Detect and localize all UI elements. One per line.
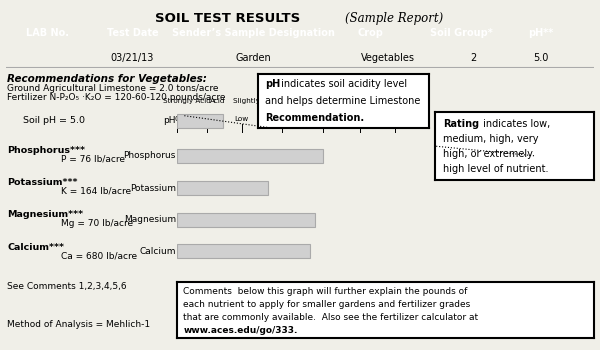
FancyBboxPatch shape xyxy=(177,114,223,128)
Text: Magnesium: Magnesium xyxy=(124,215,176,224)
Text: indicates soil acidity level: indicates soil acidity level xyxy=(278,79,407,89)
Text: Fertilizer N-P₂O₅ ·K₂O = 120-60-120 pounds/acre: Fertilizer N-P₂O₅ ·K₂O = 120-60-120 poun… xyxy=(7,93,226,102)
Text: medium, high, very: medium, high, very xyxy=(443,134,538,144)
Text: Potassium***: Potassium*** xyxy=(7,178,78,187)
Text: Potassium: Potassium xyxy=(130,184,176,193)
Text: Sender’s Sample Designation: Sender’s Sample Designation xyxy=(172,28,334,38)
Text: pH: pH xyxy=(265,79,280,89)
Text: that are commonly available.  Also see the fertilizer calculator at: that are commonly available. Also see th… xyxy=(183,313,478,322)
Text: Phosphorus***: Phosphorus*** xyxy=(7,146,85,155)
Text: (Sample Report): (Sample Report) xyxy=(345,12,443,25)
Text: high, or extremely: high, or extremely xyxy=(443,149,533,159)
Text: 5.0: 5.0 xyxy=(533,53,549,63)
Text: Ground Agricultural Limestone = 2.0 tons/acre: Ground Agricultural Limestone = 2.0 tons… xyxy=(7,84,218,93)
Text: Very High: Very High xyxy=(343,116,377,122)
FancyBboxPatch shape xyxy=(177,244,310,258)
Text: Crop: Crop xyxy=(358,28,383,38)
Text: Calcium: Calcium xyxy=(139,247,176,256)
Text: Test Date: Test Date xyxy=(107,28,158,38)
Text: Neutral: Neutral xyxy=(286,98,313,104)
Text: Recommendation.: Recommendation. xyxy=(265,113,364,123)
Text: Method of Analysis = Mehlich-1: Method of Analysis = Mehlich-1 xyxy=(7,320,151,329)
Text: Medium: Medium xyxy=(267,116,296,122)
Text: Calcium***: Calcium*** xyxy=(7,243,64,252)
Text: Mg = 70 lb/acre: Mg = 70 lb/acre xyxy=(61,219,133,228)
Text: High: High xyxy=(314,116,331,122)
FancyBboxPatch shape xyxy=(177,149,323,163)
Text: 03/21/13: 03/21/13 xyxy=(111,53,154,63)
Text: Phosphorus: Phosphorus xyxy=(124,151,176,160)
FancyBboxPatch shape xyxy=(177,181,268,195)
Text: Magnesium***: Magnesium*** xyxy=(7,210,83,219)
Text: Very Low: Very Low xyxy=(191,116,223,122)
FancyBboxPatch shape xyxy=(177,213,315,227)
Text: Soil pH = 5.0: Soil pH = 5.0 xyxy=(23,116,85,125)
Text: Comments  below this graph will further explain the pounds of: Comments below this graph will further e… xyxy=(183,287,467,296)
Text: Strongly Acid: Strongly Acid xyxy=(163,98,211,104)
Text: Slightly Acid: Slightly Acid xyxy=(233,98,278,104)
Text: Soil Group*: Soil Group* xyxy=(430,28,493,38)
Text: Ex. High: Ex. High xyxy=(380,116,410,122)
Text: Acid: Acid xyxy=(211,98,226,104)
Text: See Comments 1,2,3,4,5,6: See Comments 1,2,3,4,5,6 xyxy=(7,282,127,291)
Text: Rating: Rating xyxy=(443,119,479,129)
Text: P = 76 lb/acre: P = 76 lb/acre xyxy=(61,155,125,164)
Text: 0: 0 xyxy=(175,116,179,122)
Text: www.aces.edu/go/333.: www.aces.edu/go/333. xyxy=(183,326,298,335)
Text: high level of nutrient.: high level of nutrient. xyxy=(443,164,548,174)
Text: 2: 2 xyxy=(470,53,476,63)
Text: Vegetables: Vegetables xyxy=(361,53,415,63)
Text: Ca = 680 lb/acre: Ca = 680 lb/acre xyxy=(61,251,137,260)
Text: K = 164 lb/acre: K = 164 lb/acre xyxy=(61,187,131,196)
Text: and helps determine Limestone: and helps determine Limestone xyxy=(265,96,420,106)
Text: each nutrient to apply for smaller gardens and fertilizer grades: each nutrient to apply for smaller garde… xyxy=(183,300,470,309)
Text: LAB No.: LAB No. xyxy=(26,28,68,38)
Text: Recommendations for Vegetables:: Recommendations for Vegetables: xyxy=(7,74,207,84)
Text: Garden: Garden xyxy=(235,53,271,63)
Text: pH: pH xyxy=(163,116,176,125)
Text: Low: Low xyxy=(235,116,249,122)
Text: pH**: pH** xyxy=(529,28,554,38)
Text: Alkaline: Alkaline xyxy=(323,98,352,104)
Text: Strongly Alkaline: Strongly Alkaline xyxy=(346,98,407,104)
Text: SOIL TEST RESULTS: SOIL TEST RESULTS xyxy=(155,12,301,25)
Text: indicates low,: indicates low, xyxy=(479,119,550,129)
